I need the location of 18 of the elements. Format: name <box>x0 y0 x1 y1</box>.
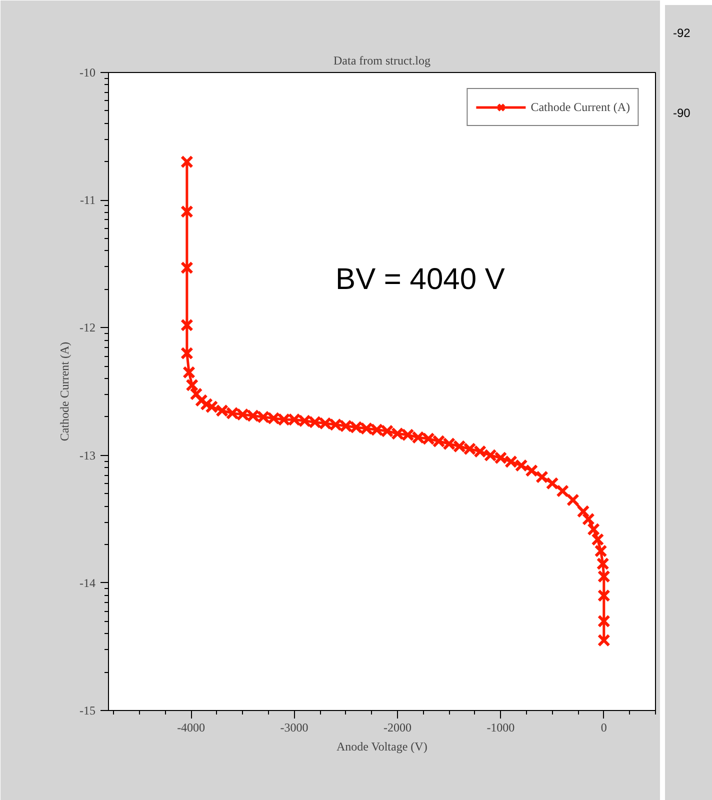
y-tick-label: -10 <box>80 66 96 80</box>
y-tick-label: -11 <box>80 193 96 208</box>
text: -90 <box>673 105 690 122</box>
y-axis-title: Cathode Current (A) <box>58 342 72 442</box>
y-tick-label: -13 <box>80 448 96 462</box>
y-tick-label: -15 <box>80 704 96 718</box>
x-tick-label: -1000 <box>486 720 515 734</box>
legend-label: Cathode Current (A) <box>530 100 630 114</box>
x-tick-label: -4000 <box>177 720 206 734</box>
text: -92 <box>673 25 690 42</box>
x-tick-label: 0 <box>600 720 607 734</box>
x-tick-label: -2000 <box>383 720 412 734</box>
x-axis-title: Anode Voltage (V) <box>336 740 428 754</box>
annotation: BV = 4040 V <box>336 262 505 296</box>
chart-title: Data from struct.log <box>334 54 430 68</box>
x-tick-label: -3000 <box>280 720 308 734</box>
y-tick-label: -12 <box>80 320 96 335</box>
y-tick-label: -14 <box>80 576 96 590</box>
